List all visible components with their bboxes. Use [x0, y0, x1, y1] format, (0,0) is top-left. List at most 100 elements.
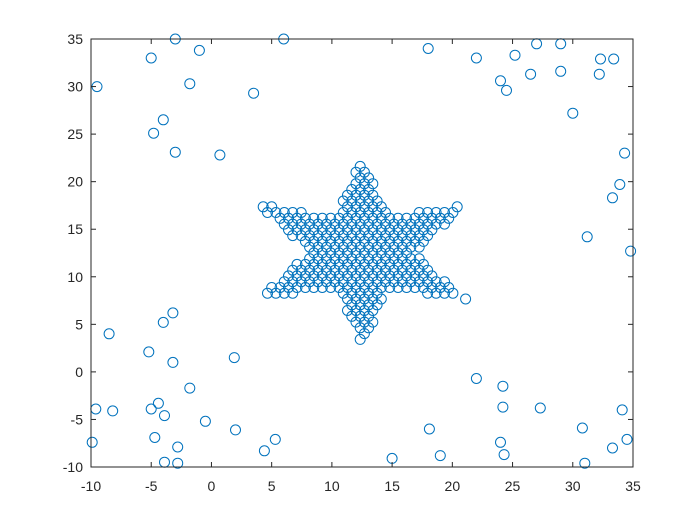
data-point	[405, 218, 417, 230]
data-point	[157, 114, 169, 126]
data-point	[337, 276, 349, 288]
data-point	[269, 433, 281, 445]
data-point	[386, 452, 398, 464]
data-point	[287, 207, 299, 218]
data-point	[354, 195, 366, 207]
data-point	[422, 207, 434, 218]
data-point	[274, 282, 286, 293]
data-point	[346, 287, 358, 299]
data-point	[358, 235, 370, 247]
data-point	[439, 276, 450, 288]
data-point	[358, 247, 370, 259]
data-point	[316, 212, 328, 224]
y-tick-label: 20	[67, 174, 83, 190]
data-point	[258, 445, 270, 457]
data-point	[316, 224, 328, 236]
data-point	[367, 189, 379, 201]
data-point	[607, 192, 618, 204]
data-point	[443, 282, 455, 293]
data-point	[350, 201, 362, 213]
x-tick-label: 25	[505, 478, 521, 494]
data-point	[409, 258, 421, 270]
data-point	[409, 235, 421, 247]
data-point	[401, 258, 413, 270]
data-point	[401, 212, 413, 224]
data-point	[278, 207, 290, 218]
data-point	[308, 224, 320, 236]
data-point	[380, 207, 391, 218]
data-point	[439, 218, 450, 230]
data-point	[329, 241, 341, 253]
data-point	[354, 253, 366, 265]
data-point	[333, 235, 345, 247]
data-point	[371, 195, 383, 207]
data-point	[367, 316, 379, 328]
data-point	[607, 442, 618, 454]
y-tick-label: 10	[67, 269, 83, 285]
data-point	[358, 293, 370, 305]
data-point	[304, 218, 316, 230]
data-point	[367, 201, 379, 213]
data-point	[316, 258, 328, 270]
data-point	[451, 201, 463, 213]
data-point	[413, 276, 425, 288]
data-point	[534, 402, 546, 414]
data-point	[363, 287, 375, 299]
data-point	[312, 253, 324, 265]
data-point	[384, 212, 396, 224]
data-point	[248, 87, 260, 99]
x-tick-label: 20	[445, 478, 461, 494]
data-point	[321, 241, 332, 253]
data-point	[581, 231, 593, 243]
y-tick-label: 25	[67, 126, 83, 142]
data-point	[380, 276, 391, 288]
data-point	[107, 405, 119, 417]
data-point	[337, 287, 349, 299]
x-tick-label: 30	[565, 478, 581, 494]
data-point	[321, 276, 332, 288]
data-point	[333, 270, 345, 282]
data-point	[358, 166, 370, 178]
data-point	[409, 270, 421, 282]
data-point	[230, 424, 241, 436]
data-point	[325, 224, 337, 236]
data-point	[497, 380, 509, 392]
data-point	[380, 264, 391, 276]
data-point	[384, 282, 396, 293]
x-tick-label: 0	[208, 478, 216, 494]
data-point	[342, 224, 353, 236]
data-point	[430, 207, 442, 218]
data-point	[422, 218, 434, 230]
data-point	[388, 276, 400, 288]
data-point	[358, 282, 370, 293]
data-point	[375, 235, 387, 247]
data-point	[625, 245, 637, 257]
data-point	[350, 305, 362, 316]
data-point	[346, 241, 358, 253]
data-point	[363, 322, 375, 334]
data-point	[380, 241, 391, 253]
data-point	[193, 44, 205, 56]
data-point	[371, 299, 383, 311]
data-point	[316, 270, 328, 282]
data-point	[405, 276, 417, 288]
data-point	[384, 224, 396, 236]
data-point	[325, 247, 337, 259]
data-point	[283, 212, 294, 224]
data-point	[470, 373, 482, 384]
data-point	[354, 264, 366, 276]
data-point	[358, 258, 370, 270]
data-point	[321, 264, 332, 276]
data-point	[434, 450, 446, 462]
data-point	[350, 270, 362, 282]
data-point	[426, 224, 438, 236]
data-point	[354, 241, 366, 253]
data-point	[371, 276, 383, 288]
data-point	[367, 178, 379, 190]
data-point	[498, 449, 510, 461]
data-point	[371, 218, 383, 230]
data-point	[380, 253, 391, 265]
data-point	[384, 247, 396, 259]
data-point	[358, 212, 370, 224]
y-tick-label: -5	[71, 411, 84, 427]
